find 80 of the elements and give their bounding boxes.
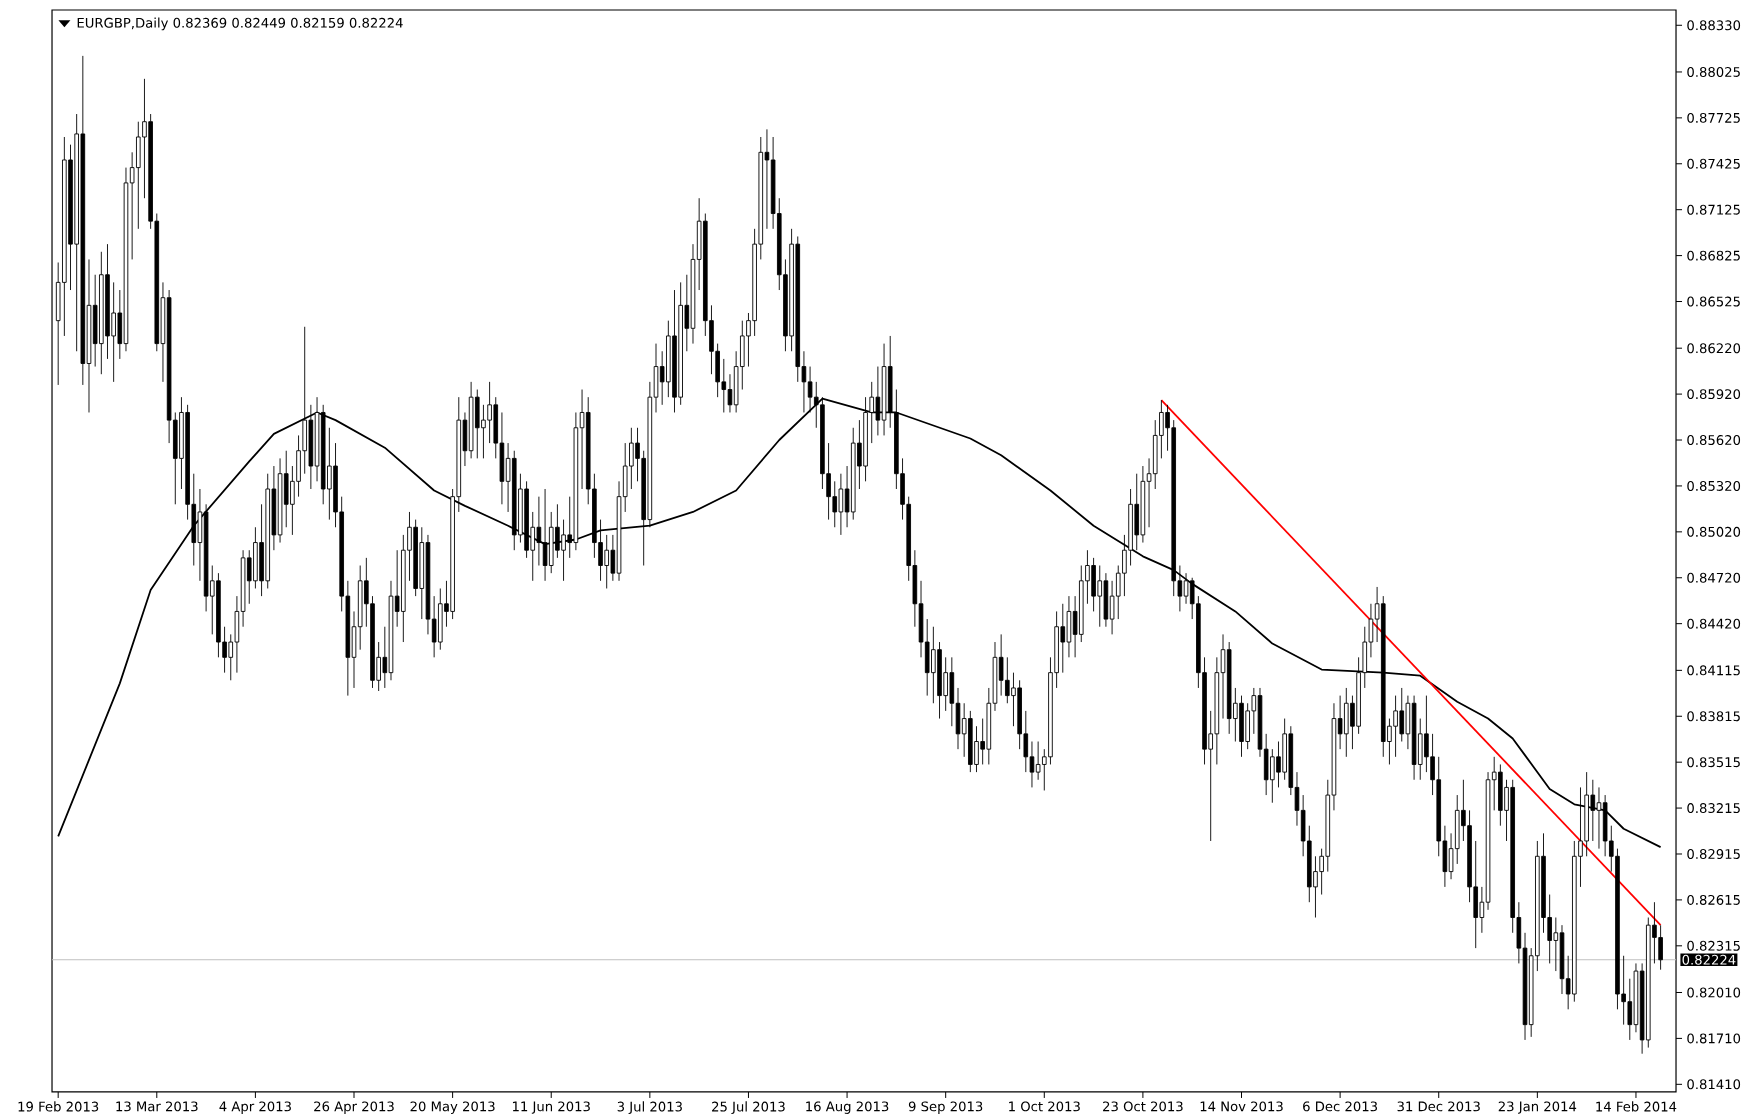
candlestick: [943, 656, 948, 712]
candlestick: [401, 534, 406, 643]
candlestick: [968, 710, 973, 773]
candlestick: [388, 580, 394, 681]
candlestick: [123, 167, 129, 352]
candlestick: [604, 534, 609, 589]
candlestick: [1245, 702, 1250, 750]
candlestick: [474, 389, 480, 459]
candlestick: [1645, 917, 1651, 1049]
candlestick: [1011, 672, 1016, 727]
candlestick: [265, 473, 271, 589]
candlestick: [850, 427, 856, 521]
candlestick: [1140, 465, 1146, 544]
candlestick: [1128, 488, 1133, 566]
candlestick: [1214, 656, 1220, 765]
candlestick: [1017, 679, 1022, 750]
candlestick: [1060, 603, 1066, 674]
candlestick: [838, 473, 844, 536]
candlestick: [437, 588, 443, 651]
candlestick: [419, 526, 425, 620]
candlestick: [1343, 687, 1349, 758]
candlestick: [672, 289, 677, 413]
candlestick: [1171, 419, 1177, 597]
candlestick: [111, 281, 116, 383]
candlestick: [246, 549, 252, 605]
candlestick: [1380, 595, 1386, 758]
candlestick: [1152, 419, 1158, 490]
candlestick: [499, 412, 505, 505]
candlestick: [1615, 848, 1620, 1010]
candlestick: [998, 633, 1004, 697]
candlestick: [1627, 978, 1633, 1041]
candlestick: [573, 412, 579, 551]
candlestick: [974, 725, 979, 773]
candlestick: [1109, 580, 1115, 635]
candlestick: [99, 251, 104, 375]
candlestick: [727, 373, 733, 413]
candlestick: [1270, 748, 1275, 804]
candlestick: [92, 274, 98, 368]
candlestick: [629, 427, 634, 490]
candlestick: [721, 358, 727, 413]
candlestick: [1658, 924, 1663, 971]
candlestick: [136, 121, 141, 230]
candlestick: [1029, 741, 1035, 788]
candlestick: [1424, 695, 1429, 773]
candlestick: [1183, 572, 1189, 605]
candlestick: [1572, 840, 1577, 1003]
candlestick: [931, 626, 936, 704]
candlestick: [832, 480, 838, 528]
candlestick: [511, 450, 517, 551]
candlestick: [277, 457, 283, 544]
candlestick: [1226, 641, 1232, 735]
candlestick: [1276, 741, 1281, 788]
candlestick: [1485, 771, 1491, 911]
candlestick: [1633, 962, 1639, 1033]
candlestick: [949, 656, 955, 727]
candlestick: [1411, 695, 1417, 781]
candlestick: [1553, 917, 1559, 972]
candlestick: [1103, 572, 1109, 628]
candlestick: [795, 236, 801, 383]
candlestick: [62, 136, 67, 337]
candlestick: [425, 534, 431, 635]
candlestick: [1454, 794, 1460, 865]
candlestick: [216, 572, 221, 658]
candlestick: [1134, 473, 1140, 551]
candlestick: [1239, 695, 1244, 758]
candlestick: [1393, 695, 1398, 758]
candlestick: [1282, 718, 1287, 781]
candlestick: [487, 381, 492, 444]
candlestick: [468, 381, 474, 459]
candlestick: [1559, 924, 1565, 995]
candlestick: [542, 488, 548, 582]
candlestick: [1590, 779, 1596, 842]
candlestick: [678, 281, 683, 406]
candlestick: [481, 404, 486, 459]
candlestick: [357, 565, 363, 651]
candlestick: [961, 702, 967, 758]
candlestick: [1005, 656, 1010, 704]
candlestick: [283, 450, 289, 528]
candlestick: [536, 496, 542, 566]
candlestick: [1097, 565, 1103, 628]
